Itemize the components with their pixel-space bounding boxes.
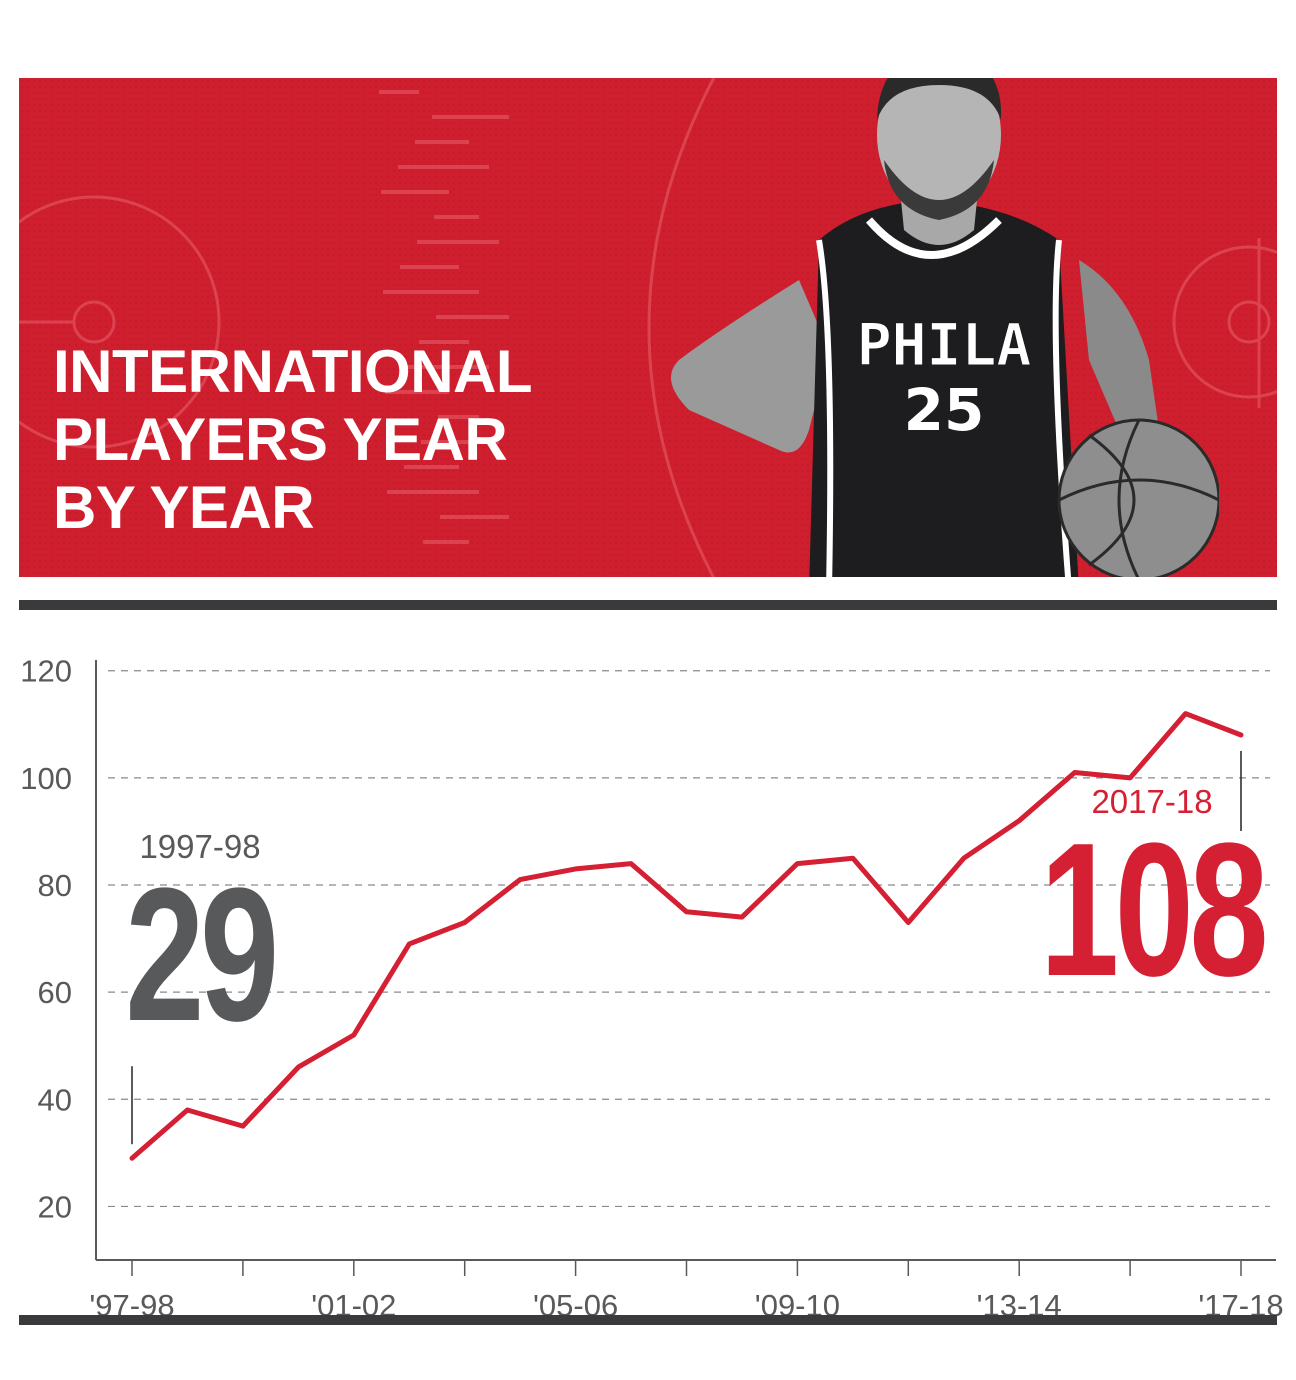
y-tick-label: 120 [20, 654, 72, 689]
jersey-number: 25 [904, 376, 985, 444]
title-line-2: PLAYERS YEAR [53, 406, 508, 473]
court-mark [385, 390, 449, 394]
title-line-1: INTERNATIONAL [53, 338, 533, 405]
y-tick-label: 20 [38, 1189, 72, 1224]
court-mark [432, 115, 509, 119]
court-mark [419, 340, 469, 344]
title-line-3: BY YEAR [53, 474, 315, 541]
court-mark [398, 165, 489, 169]
x-tick-label: '13-14 [977, 1288, 1062, 1320]
x-tick-label: '05-06 [533, 1288, 618, 1320]
court-mark [402, 365, 489, 369]
page-title: INTERNATIONAL PLAYERS YEAR BY YEAR [53, 338, 533, 542]
annotation-season: 1997-98 [139, 828, 260, 865]
annotation-season: 2017-18 [1091, 783, 1212, 820]
gridlines [108, 670, 1270, 1208]
y-tick-label: 80 [38, 868, 72, 903]
x-tick-label: '09-10 [755, 1288, 840, 1320]
basketball-player-dribbling-icon: PHILA 25 [671, 78, 1219, 577]
top-divider [19, 600, 1277, 610]
y-tick-label: 40 [38, 1082, 72, 1117]
court-mark [383, 290, 479, 294]
x-tick-label: '97-98 [89, 1288, 174, 1320]
court-mark [381, 190, 449, 194]
court-mark [438, 415, 479, 419]
y-tick-label: 100 [20, 761, 72, 796]
series-lines [129, 711, 1244, 1161]
court-mark [404, 465, 459, 469]
header-banner: INTERNATIONAL PLAYERS YEAR BY YEAR PHILA… [19, 78, 1277, 577]
court-background [19, 78, 1277, 577]
court-mark [400, 265, 459, 269]
x-axis: '97-98 '01-02 '05-06 '09-10 '13-14 '17-18 [89, 1260, 1284, 1320]
y-axis: 20 40 60 80 100 120 [20, 654, 72, 1225]
annotation-value: 108 [1040, 803, 1265, 1016]
court-mark [387, 490, 479, 494]
x-tick-label: '01-02 [311, 1288, 396, 1320]
court-mark [434, 215, 479, 219]
court-mark [415, 140, 469, 144]
court-mark [436, 315, 509, 319]
court-mark [440, 515, 509, 519]
court-marks [379, 90, 509, 544]
court-mark [423, 540, 469, 544]
court-mark [421, 440, 499, 444]
court-mark [417, 240, 499, 244]
y-tick-label: 60 [38, 975, 72, 1010]
x-tick-label: '17-18 [1198, 1288, 1283, 1320]
jersey-text: PHILA [857, 311, 1032, 379]
series-line [129, 711, 1244, 1161]
court-mark [379, 90, 419, 94]
annotation-value: 29 [125, 848, 275, 1061]
bottom-divider [19, 1315, 1277, 1325]
